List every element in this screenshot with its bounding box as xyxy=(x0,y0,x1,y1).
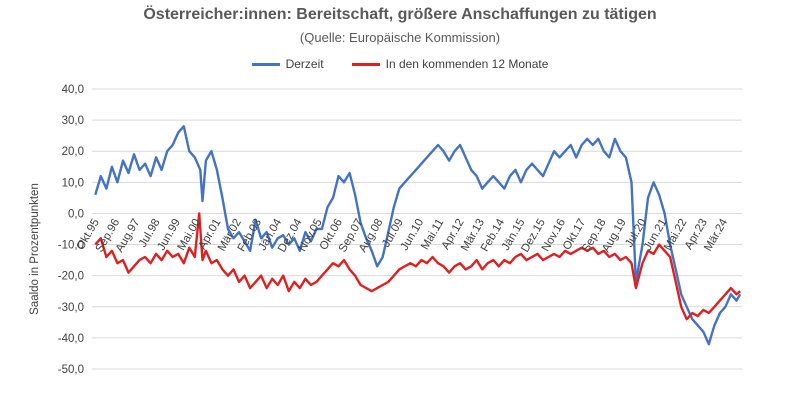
chart-legend: Derzeit In den kommenden 12 Monate xyxy=(0,57,800,71)
legend-item-derzeit: Derzeit xyxy=(251,57,324,71)
chart-title: Österreicher:innen: Bereitschaft, größer… xyxy=(143,6,657,23)
y-axis-title: Saaldo in Prozentpunkten xyxy=(29,183,41,315)
series-line-derzeit xyxy=(94,125,742,346)
legend-swatch-derzeit xyxy=(251,62,280,66)
y-tick-label: -40,0 xyxy=(58,333,84,345)
legend-item-kommende: In den kommenden 12 Monate xyxy=(351,57,549,71)
legend-swatch-kommende xyxy=(351,62,380,66)
y-tick-label: -30,0 xyxy=(58,302,84,314)
y-tick-label: 10,0 xyxy=(62,177,84,189)
y-tick-label: 40,0 xyxy=(62,84,84,96)
y-tick-label: 30,0 xyxy=(62,115,84,127)
y-tick-label: 20,0 xyxy=(62,146,84,158)
legend-label-kommende: In den kommenden 12 Monate xyxy=(385,57,549,71)
y-tick-label: -50,0 xyxy=(58,364,84,376)
y-tick-label: 0,0 xyxy=(68,208,84,220)
series-line-kommende xyxy=(94,212,741,321)
y-tick-label: -20,0 xyxy=(58,271,84,283)
legend-label-derzeit: Derzeit xyxy=(285,57,324,71)
chart-subtitle: (Quelle: Europäische Kommission) xyxy=(299,30,501,45)
y-tick-label: -10,0 xyxy=(58,240,84,252)
